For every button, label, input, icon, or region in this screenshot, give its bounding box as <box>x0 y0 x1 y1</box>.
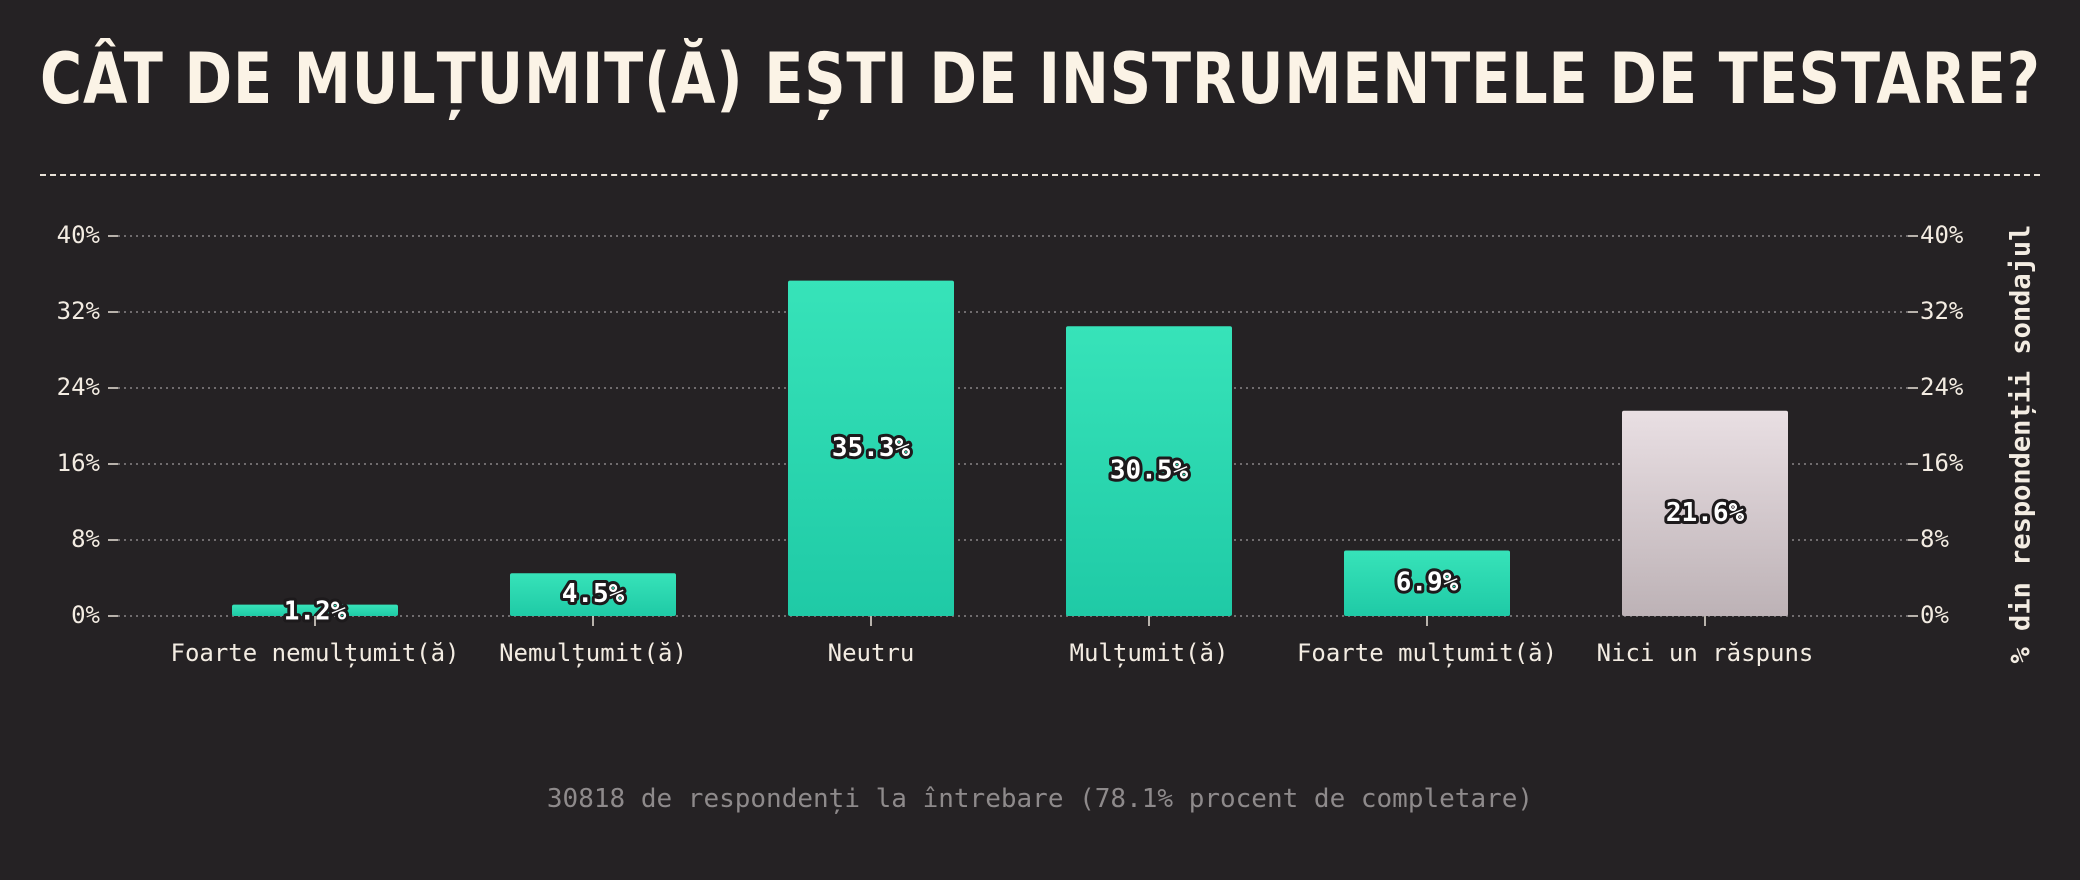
x-tick-label: Mulțumit(ă) <box>1070 639 1229 668</box>
bar <box>1066 326 1232 616</box>
y-tick-label: 24% <box>57 373 101 401</box>
x-tick-label: Nemulțumit(ă) <box>499 639 687 668</box>
x-tick-label: Foarte nemulțumit(ă) <box>171 639 460 668</box>
bar-value-label: 6.9% <box>1396 568 1459 598</box>
axes: 0% 0% 8% 8% 16% 16% 24% 24% 32% 32% 40% 40% Foarte n… <box>57 221 1964 668</box>
y-tick-label: 16% <box>57 449 101 477</box>
x-tick-label: Neutru <box>828 639 915 667</box>
bar-value-label: 21.6% <box>1666 498 1745 528</box>
y-tick-label: 32% <box>57 297 101 325</box>
grid-lines <box>118 235 1908 617</box>
value-labels: 1.2%4.5%35.3%30.5%6.9%21.6% <box>281 430 1748 630</box>
response-note: 30818 de respondenți la întrebare (78.1%… <box>546 784 1534 814</box>
y-tick-label-right: 40% <box>1920 221 1964 249</box>
y-tick-label-right: 24% <box>1920 373 1964 401</box>
title-divider <box>40 174 2040 176</box>
bar <box>1622 410 1788 616</box>
y-axis-title: % din respondenții sondajul <box>2006 225 2037 664</box>
y-tick-label: 8% <box>71 525 100 553</box>
y-tick-label: 0% <box>71 601 100 629</box>
bar <box>1344 550 1510 616</box>
y-tick-label-right: 32% <box>1920 297 1964 325</box>
bar <box>232 604 398 616</box>
bar-value-label: 30.5% <box>1110 456 1189 486</box>
bar <box>788 280 954 616</box>
bars <box>232 280 1788 616</box>
y-tick-label: 40% <box>57 221 101 249</box>
y-tick-label-right: 16% <box>1920 449 1964 477</box>
bar <box>510 573 676 616</box>
x-tick-label: Nici un răspuns <box>1597 639 1814 667</box>
y-tick-label-right: 0% <box>1920 601 1949 629</box>
y-tick-label-right: 8% <box>1920 525 1949 553</box>
chart-title: CÂT DE MULȚUMIT(Ă) EȘTI DE INSTRUMENTELE… <box>40 38 2041 120</box>
x-tick-label: Foarte mulțumit(ă) <box>1297 639 1557 668</box>
bar-value-label: 4.5% <box>562 579 625 609</box>
bar-value-label: 35.3% <box>832 433 911 463</box>
